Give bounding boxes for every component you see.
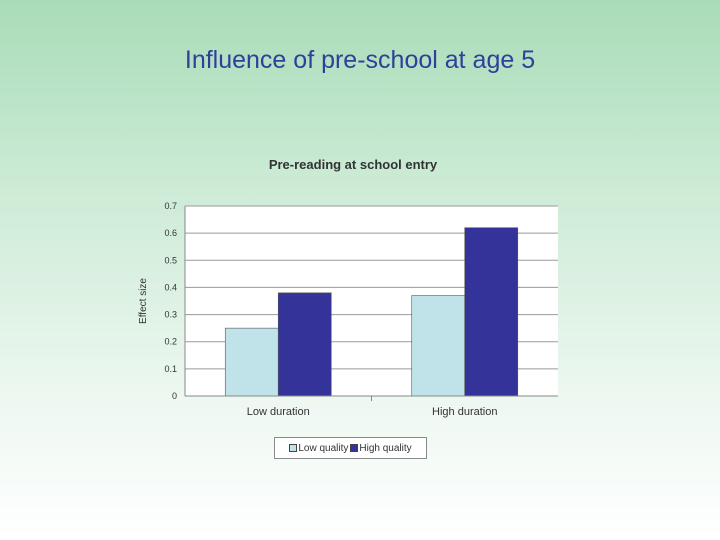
slide-title: Influence of pre-school at age 5 xyxy=(184,46,536,74)
y-tick-label: 0.4 xyxy=(164,282,177,292)
y-tick-label: 0 xyxy=(172,391,177,401)
chart-title: Pre-reading at school entry xyxy=(268,157,438,172)
y-axis-label: Effect size xyxy=(138,278,149,324)
y-tick-label: 0.1 xyxy=(164,364,177,374)
bar-high-quality-high-duration xyxy=(464,227,519,397)
y-tick-label: 0.3 xyxy=(164,310,177,320)
y-tick-labels: 0 0.1 0.2 0.3 0.4 0.5 0.6 0.7 xyxy=(164,201,177,401)
x-tick-labels: Low duration High duration xyxy=(247,396,497,418)
y-tick-label: 0.2 xyxy=(164,337,177,347)
x-tick-label: Low duration xyxy=(247,406,310,418)
bar-low-quality-low-duration xyxy=(224,327,279,397)
legend-item-high-quality: High quality xyxy=(350,442,412,454)
y-tick-label: 0.6 xyxy=(164,228,177,238)
legend-label-high-quality: High quality xyxy=(359,442,412,454)
legend-item-low-quality: Low quality xyxy=(289,443,348,454)
bar-high-quality-low-duration xyxy=(277,292,332,397)
legend: Low quality High quality xyxy=(274,437,427,459)
legend-swatch-low-quality xyxy=(289,444,298,452)
legend-swatch-high-quality xyxy=(350,444,359,452)
legend-label-low-quality: Low quality xyxy=(298,442,349,454)
bars xyxy=(224,227,519,397)
y-tick-label: 0.7 xyxy=(164,201,177,211)
bar-low-quality-high-duration xyxy=(411,295,466,397)
y-tick-label: 0.5 xyxy=(164,255,177,265)
x-tick-label: High duration xyxy=(432,406,497,418)
